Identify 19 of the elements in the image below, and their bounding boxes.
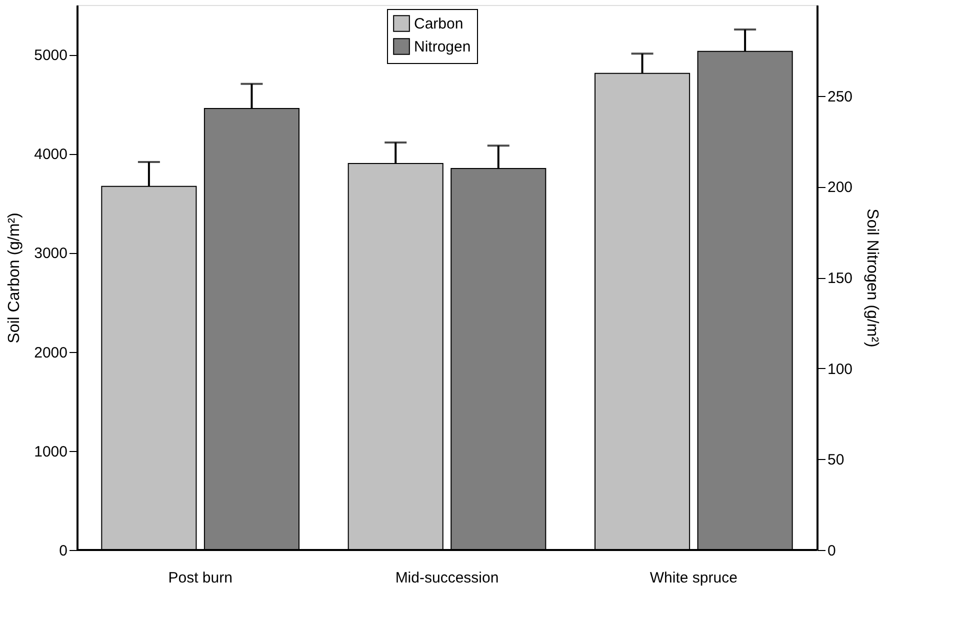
x-tick-label: White spruce <box>650 570 738 586</box>
y2-tick-label: 50 <box>828 452 844 469</box>
y2-axis-title: Soil Nitrogen (g/m²) <box>864 208 881 348</box>
y-tick-label: 2000 <box>34 344 68 362</box>
legend-label: Nitrogen <box>414 38 471 56</box>
y-tick-label: 3000 <box>34 245 68 262</box>
y2-tick-label: 0 <box>828 542 836 560</box>
y-tick-label: 0 <box>59 542 68 560</box>
y-tick-label: 4000 <box>34 146 68 164</box>
y2-tick-label: 150 <box>828 270 853 287</box>
legend-label: Carbon <box>414 16 464 32</box>
y-tick-label: 5000 <box>34 47 68 64</box>
y2-tick-label: 100 <box>828 360 853 378</box>
y2-tick-label: 250 <box>828 88 853 106</box>
y2-tick-label: 200 <box>828 179 853 196</box>
y-axis-title: Soil Carbon (g/m²) <box>6 212 24 344</box>
x-tick-label: Post burn <box>168 570 232 586</box>
x-tick-label: Mid-succession <box>395 570 499 586</box>
y-tick-label: 1000 <box>34 443 68 460</box>
